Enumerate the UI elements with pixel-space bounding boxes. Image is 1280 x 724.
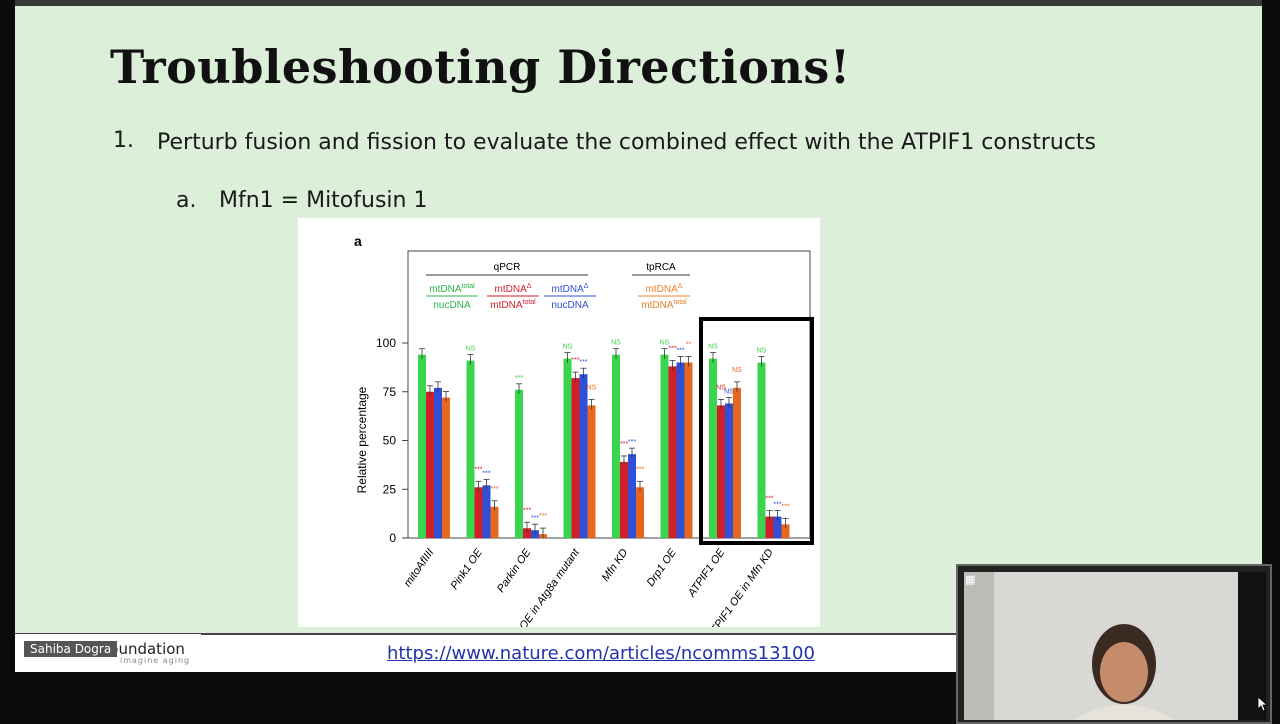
significance-mark: ***	[474, 466, 482, 473]
legend-entry-bottom: nucDNA	[433, 300, 471, 311]
significance-mark: ***	[579, 359, 587, 366]
bar	[628, 454, 636, 538]
bar	[676, 362, 685, 538]
legend-entry-bottom: nucDNA	[551, 300, 589, 311]
significance-mark: ***	[676, 348, 684, 355]
bar	[612, 354, 620, 538]
y-tick-label: 0	[389, 531, 396, 545]
x-tick-label: Drp1 OE	[645, 546, 680, 588]
legend-entry-top: mtDNAΔ	[646, 283, 683, 295]
bar	[636, 487, 644, 538]
significance-mark: ***	[523, 507, 531, 514]
slide-title: Troubleshooting Directions!	[110, 40, 851, 94]
significance-mark: ***	[515, 375, 523, 382]
significance-mark: ***	[620, 441, 628, 448]
list-number: 1.	[113, 128, 134, 153]
legend-entry-bottom: mtDNAtotal	[641, 299, 687, 311]
significance-mark: ***	[539, 513, 547, 520]
bar	[781, 524, 790, 538]
y-tick-label: 25	[383, 482, 397, 496]
significance-mark: ***	[773, 502, 781, 509]
x-tick-label: Mfn KD	[600, 547, 631, 584]
bar	[684, 362, 693, 538]
bar	[442, 397, 450, 538]
video-side-panel	[1238, 572, 1266, 720]
y-tick-label: 50	[383, 434, 397, 448]
y-tick-label: 100	[376, 336, 396, 350]
bar	[709, 358, 717, 538]
bar	[563, 358, 572, 538]
significance-mark: ***	[765, 496, 773, 503]
bar	[765, 516, 774, 538]
figure: a Relative percentage 0 25 50 75 100 qPCR tpRCA m…	[298, 218, 820, 627]
legend-group-label: qPCR	[494, 262, 521, 273]
bar	[579, 374, 588, 538]
legend-group-label: tpRCA	[646, 262, 676, 273]
legend-entry-bottom: mtDNAtotal	[490, 299, 536, 311]
bar	[725, 403, 733, 538]
bar	[620, 461, 628, 538]
bar	[466, 360, 475, 538]
x-tick-label: Parkin OE	[495, 546, 534, 594]
legend-entry-top: mtDNAΔ	[495, 283, 532, 295]
bar	[515, 389, 523, 538]
person-silhouette	[964, 572, 1238, 720]
top-border	[15, 0, 1262, 6]
x-tick-label: Pink1 OE	[448, 546, 485, 591]
logo-text: foundation	[104, 640, 185, 658]
significance-mark: NS	[716, 384, 726, 391]
bar	[733, 387, 741, 538]
legend-entry-top: mtDNAtotal	[429, 283, 475, 295]
bar	[490, 506, 499, 538]
significance-mark: NS	[587, 384, 597, 391]
article-link[interactable]: https://www.nature.com/articles/ncomms13…	[387, 643, 815, 664]
significance-mark: ***	[490, 486, 498, 493]
x-tick-label: ATPIF1 OE	[685, 546, 728, 600]
significance-mark: NS	[563, 344, 573, 351]
significance-mark: ***	[531, 515, 539, 522]
bar	[523, 528, 531, 538]
significance-mark: ***	[628, 439, 636, 446]
mouse-cursor-icon	[1258, 697, 1268, 711]
sublist-item-text: Mfn1 = Mitofusin 1	[219, 188, 428, 213]
significance-mark: NS	[724, 388, 734, 395]
sublist-letter: a.	[176, 188, 197, 213]
bar	[418, 354, 426, 538]
video-feed	[964, 572, 1238, 720]
bar	[668, 366, 677, 538]
significance-mark: NS	[660, 340, 670, 347]
bar	[717, 405, 725, 538]
significance-mark: ***	[636, 466, 644, 473]
bar	[571, 378, 580, 538]
significance-mark: ***	[668, 345, 676, 352]
significance-mark: NS	[708, 344, 718, 351]
significance-mark: ***	[482, 470, 490, 477]
bar	[474, 487, 483, 538]
y-axis-label: Relative percentage	[355, 386, 369, 493]
significance-mark: ***	[571, 357, 579, 364]
highlight-box	[699, 317, 814, 545]
panel-label: a	[354, 233, 362, 249]
legend-entry-top: mtDNAΔ	[552, 283, 589, 295]
significance-mark: NS	[732, 367, 742, 374]
bar	[757, 362, 766, 538]
x-tick-label: mitoAfIIII	[402, 547, 437, 589]
bar	[482, 485, 491, 538]
bar	[426, 391, 434, 538]
significance-mark: NS	[611, 340, 621, 347]
bar	[773, 516, 782, 538]
bar	[587, 405, 596, 538]
bar	[434, 387, 442, 538]
significance-mark: ***	[781, 503, 789, 510]
grid-icon[interactable]: ▦	[965, 573, 976, 586]
y-tick-label: 75	[383, 385, 397, 399]
significance-mark: NS	[466, 346, 476, 353]
bar	[660, 354, 669, 538]
list-item-text: Perturb fusion and fission to evaluate t…	[157, 130, 1097, 155]
significance-mark: NS	[757, 348, 767, 355]
bar-chart: a Relative percentage 0 25 50 75 100 qPCR tpRCA m…	[354, 233, 814, 627]
logo-tagline: imagine aging	[120, 656, 191, 665]
significance-mark: **	[686, 342, 692, 349]
participant-name: Sahiba Dogra	[24, 641, 118, 657]
